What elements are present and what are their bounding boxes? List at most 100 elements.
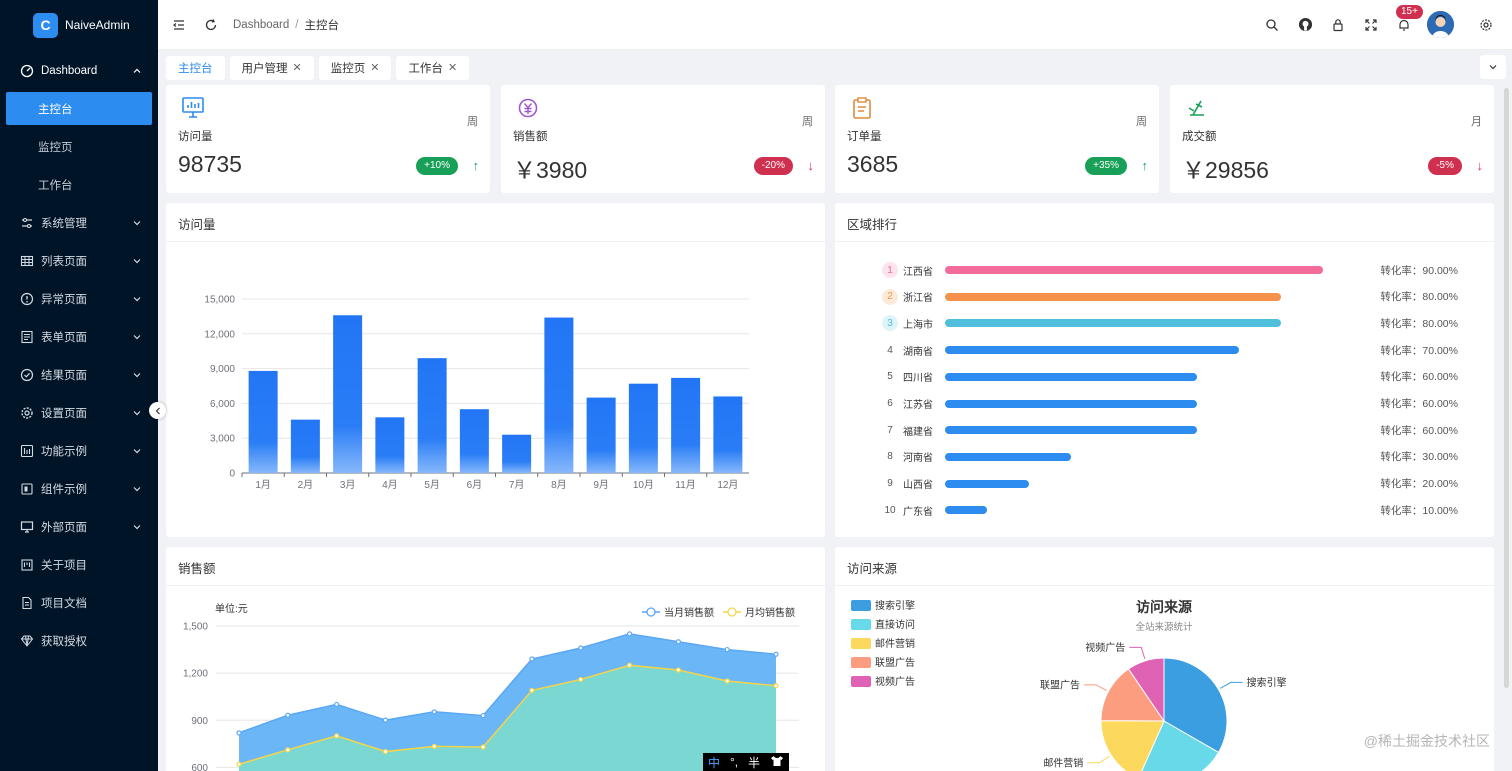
rate-label: 转化率： (1380, 398, 1423, 410)
menu-fold-icon[interactable] (171, 17, 187, 33)
stat-card-2: 销售额 周 ￥3980 -20% ↓ (501, 85, 825, 193)
sidebar-subitem-console[interactable]: 主控台 (6, 92, 152, 125)
table-icon (20, 254, 34, 268)
rank-bar (945, 399, 1197, 408)
ranking-row: 5 四川省 转化率：60.00% (835, 367, 1494, 387)
form-icon (20, 330, 34, 344)
region-ranking-panel: 区域排行 1 江西省 转化率：90.00% 2 浙江省 转化率：80.00% 3 上海市 转化率… (835, 203, 1494, 537)
sidebar-item-10[interactable]: 关于项目 (0, 546, 158, 584)
sidebar-item-11[interactable]: 项目文档 (0, 584, 158, 622)
x-tick-label: 7月 (509, 479, 525, 491)
stat-title: 成交额 (1182, 131, 1217, 143)
sidebar-item-label: 异常页面 (41, 294, 87, 306)
close-icon[interactable]: ✕ (447, 62, 458, 74)
series-point (724, 678, 730, 684)
refresh-icon[interactable] (203, 17, 219, 33)
rank-bar (945, 292, 1281, 301)
sidebar-item-4[interactable]: 表单页面 (0, 318, 158, 356)
bar (459, 409, 489, 473)
sidebar-item-2[interactable]: 列表页面 (0, 242, 158, 280)
sidebar-menu: Dashboard 主控台 监控页 工作台 系统管理 列表页面异常页面表单页面结果… (0, 52, 158, 660)
series-point (431, 743, 437, 749)
chevron-down-icon (133, 221, 141, 226)
page-scrollbar[interactable] (1504, 88, 1509, 688)
sidebar-subitem-monitor[interactable]: 监控页 (38, 142, 73, 154)
fullscreen-icon[interactable] (1363, 17, 1379, 33)
rank-bar (945, 452, 1071, 461)
stat-card-4: 成交额 月 ￥29856 -5% ↓ (1170, 85, 1494, 193)
sales-chart-panel: 销售额 单位:元 600 900 1,200 1,500 当月销售额 月均销售额 (166, 547, 825, 771)
ime-toolbar[interactable]: 中 °, 半 (703, 753, 789, 771)
stat-value: ￥3980 (513, 157, 588, 183)
collapse-sidebar-button[interactable] (149, 402, 166, 419)
legend-marker (727, 607, 737, 617)
sidebar-item-9[interactable]: 外部页面 (0, 508, 158, 546)
stat-title: 销售额 (513, 131, 548, 143)
rate-label: 转化率： (1380, 478, 1423, 491)
x-tick-label: 8月 (551, 479, 567, 491)
sidebar-item-label: 获取授权 (41, 636, 87, 648)
lock-icon[interactable] (1330, 17, 1346, 33)
legend-label: 视频广告 (875, 675, 915, 688)
tab-2[interactable]: 用户管理 ✕ (229, 55, 314, 80)
sidebar-item-label: 表单页面 (41, 332, 87, 344)
settings-gear-icon[interactable] (1478, 17, 1494, 33)
ranking-row: 8 河南省 转化率：30.00% (835, 447, 1494, 467)
breadcrumb-dashboard[interactable]: Dashboard (233, 18, 290, 31)
rank-rate: 转化率：60.00% (1380, 396, 1458, 411)
sidebar-item-6[interactable]: 设置页面 (0, 394, 158, 432)
series-line-1 (238, 633, 777, 734)
ranking-row: 10 广东省 转化率：10.00% (835, 500, 1494, 520)
ranking-row: 1 江西省 转化率：90.00% (835, 260, 1494, 280)
rate-label: 转化率： (1380, 504, 1423, 517)
tab-1[interactable]: 主控台 (166, 55, 225, 80)
y-tick-label: 1,500 (183, 622, 208, 633)
monitor-icon (20, 520, 34, 534)
app-logo[interactable]: C NaiveAdmin (0, 0, 158, 50)
stat-card-1: 访问量 周 98735 +10% ↑ (166, 85, 490, 193)
series-point (334, 733, 340, 739)
github-icon[interactable] (1297, 17, 1313, 33)
x-tick-label: 12月 (717, 479, 738, 491)
source-pie-chart: 搜索引擎直接访问邮件营销联盟广告视频广告访问来源全站来源统计搜索引擎邮件营销联盟… (851, 599, 1287, 771)
stat-title: 订单量 (847, 131, 882, 143)
series-point (773, 683, 779, 689)
series-point (724, 646, 730, 653)
sidebar-item-8[interactable]: 组件示例 (0, 470, 158, 508)
legend-swatch (851, 638, 871, 649)
panel-title: 销售额 (178, 562, 216, 576)
close-icon[interactable]: ✕ (292, 62, 302, 74)
tab-4[interactable]: 工作台 ✕ (396, 55, 470, 80)
series-point (578, 676, 584, 683)
sidebar-item-7[interactable]: 功能示例 (0, 432, 158, 470)
avatar[interactable] (1427, 11, 1454, 38)
tabs-more-button[interactable] (1480, 55, 1506, 79)
sidebar-item-5[interactable]: 结果页面 (0, 356, 158, 394)
rank-province: 四川省 (903, 373, 933, 385)
sidebar-item-label: Dashboard (41, 65, 98, 77)
arrow-down-icon: ↓ (807, 158, 815, 173)
source-chart-panel: 访问来源 搜索引擎 直接访问 邮件营销 联盟广告 视频广告 访问来源 全站来源统计 搜索引擎邮… (835, 547, 1494, 771)
rank-rate: 转化率：80.00% (1380, 289, 1458, 304)
diamond-icon (20, 634, 34, 648)
search-icon[interactable] (1264, 17, 1280, 33)
rate-value: 30.00% (1422, 451, 1458, 464)
rank-number: 1 (882, 262, 898, 278)
notifications-button[interactable]: 15+ (1396, 4, 1423, 33)
sidebar-item-12[interactable]: 获取授权 (0, 622, 158, 660)
tab-3[interactable]: 监控页 ✕ (318, 55, 392, 80)
rank-rate: 转化率：80.00% (1380, 316, 1458, 331)
sidebar-item-1[interactable]: 系统管理 (0, 204, 158, 242)
rank-number: 4 (887, 344, 893, 356)
y-tick-label: 6,000 (210, 399, 235, 410)
series-point (236, 730, 242, 736)
sidebar-item-3[interactable]: 异常页面 (0, 280, 158, 318)
pie-slice (1141, 720, 1220, 771)
sidebar-item-label: 项目文档 (41, 598, 87, 610)
sidebar-item-dashboard[interactable]: Dashboard (0, 52, 158, 90)
legend-marker (646, 607, 656, 617)
app-name: NaiveAdmin (65, 18, 130, 32)
stat-icon (853, 97, 871, 119)
sidebar-subitem-workbench[interactable]: 工作台 (38, 180, 73, 192)
close-icon[interactable]: ✕ (370, 62, 380, 74)
